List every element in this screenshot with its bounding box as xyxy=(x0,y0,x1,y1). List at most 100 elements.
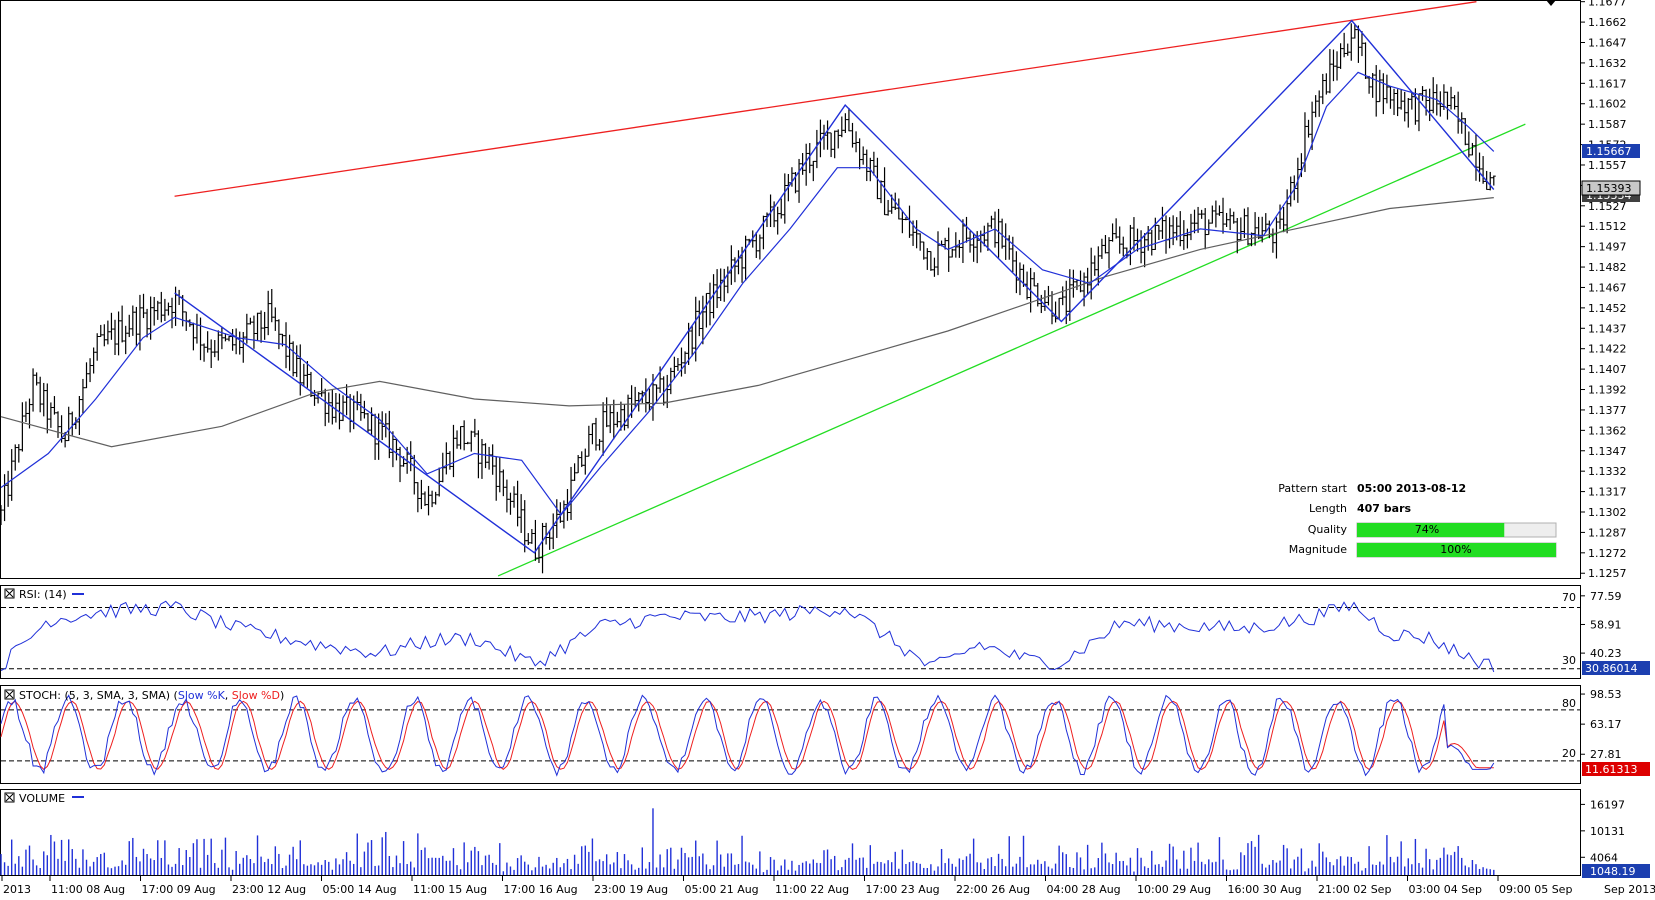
rsi-close-icon-x xyxy=(5,589,14,598)
price-y-tick-label: 1.1377 xyxy=(1588,404,1627,417)
rsi-level-30-label: 30 xyxy=(1562,654,1576,667)
resistance-trendline xyxy=(174,1,1477,197)
stoch-level-20-label: 20 xyxy=(1562,747,1576,760)
pattern-start-value: 05:00 2013-08-12 xyxy=(1357,482,1466,495)
rsi-level-70-label: 70 xyxy=(1562,591,1576,604)
x-axis-tick-label: 09:00 05 Sep xyxy=(1499,883,1572,896)
x-axis-tick-label: 17:00 16 Aug xyxy=(504,883,578,896)
rsi-badge-text: 30.86014 xyxy=(1585,662,1638,675)
rsi-title-group: RSI: (14) xyxy=(4,588,84,601)
price-y-tick-label: 1.1407 xyxy=(1588,363,1627,376)
price-y-tick-label: 1.1302 xyxy=(1588,506,1627,519)
rsi-badge xyxy=(1582,661,1650,675)
slow-moving-average-line xyxy=(0,197,1494,448)
volume-close-icon-x xyxy=(5,793,14,802)
x-axis-tick-label: 04:00 28 Aug xyxy=(1047,883,1121,896)
ma-badge-text: 1.15667 xyxy=(1586,145,1632,158)
price-panel-frame xyxy=(0,0,1581,579)
rsi-line xyxy=(0,600,1495,673)
stoch-badge-text: 11.61313 xyxy=(1585,763,1638,776)
price-y-tick-label: 1.1317 xyxy=(1588,486,1627,499)
x-axis-tick-label: 2013 xyxy=(3,883,31,896)
stoch-k-label: Slow %K xyxy=(178,689,226,702)
rsi-panel-frame xyxy=(0,585,1581,679)
volume-badge xyxy=(1582,864,1650,878)
x-axis-tick-label: 03:00 04 Sep xyxy=(1409,883,1482,896)
x-axis-tick-label: 23:00 19 Aug xyxy=(594,883,668,896)
price-y-tick-label: 1.1272 xyxy=(1588,547,1627,560)
x-axis-tick-label: 17:00 23 Aug xyxy=(866,883,940,896)
price-y-tick-label: 1.1557 xyxy=(1588,159,1627,172)
price-y-tick-label: 1.1662 xyxy=(1588,16,1627,29)
stoch-title-group: STOCH: (5, 3, SMA, 3, SMA) (Slow %K, Slo… xyxy=(4,689,284,702)
volume-y-tick-label: 10131 xyxy=(1590,825,1625,838)
stoch-y-tick-label: 98.53 xyxy=(1590,688,1622,701)
stoch-y-tick-label: 27.81 xyxy=(1590,748,1622,761)
stoch-close-icon-x xyxy=(5,690,14,699)
scroll-marker-icon[interactable] xyxy=(1546,0,1556,6)
price-y-tick-label: 1.1647 xyxy=(1588,37,1627,50)
x-axis-tick-label: 22:00 26 Aug xyxy=(956,883,1030,896)
price-y-tick-label: 1.1587 xyxy=(1588,118,1627,131)
zigzag-pattern-line xyxy=(174,19,1495,554)
x-axis-tick-label: 16:00 30 Aug xyxy=(1228,883,1302,896)
stoch-badge xyxy=(1582,762,1650,776)
rsi-layer xyxy=(0,600,1580,673)
rsi-y-tick-label: 77.59 xyxy=(1590,590,1622,603)
x-axis-tick-label: 11:00 22 Aug xyxy=(775,883,849,896)
stoch-layer xyxy=(0,694,1580,777)
x-axis-tick-label: 21:00 02 Sep xyxy=(1318,883,1391,896)
quality-percent: 74% xyxy=(1415,523,1439,536)
ma-badge xyxy=(1582,144,1640,158)
volume-badge-text: 1048.19 xyxy=(1590,865,1636,878)
stoch-panel-frame xyxy=(0,685,1581,784)
x-axis-tick-label: 11:00 15 Aug xyxy=(413,883,487,896)
last-price-badge-text: 1.15393 xyxy=(1586,182,1632,195)
volume-title: VOLUME xyxy=(19,792,65,805)
volume-y-tick-label: 16197 xyxy=(1590,798,1625,811)
stoch-slow-k-line xyxy=(0,694,1495,777)
price-y-tick-label: 1.1287 xyxy=(1588,526,1627,539)
price-y-tick-label: 1.1452 xyxy=(1588,302,1627,315)
rsi-y-tick-label: 58.91 xyxy=(1590,618,1622,631)
volume-panel-frame xyxy=(0,789,1581,876)
x-axis-tick-label: 23:00 12 Aug xyxy=(232,883,306,896)
quality-bar-fill xyxy=(1357,523,1505,537)
x-axis-tick-label: 05:00 21 Aug xyxy=(685,883,759,896)
volume-title-group: VOLUME xyxy=(4,792,84,805)
price-y-tick-label: 1.1482 xyxy=(1588,261,1627,274)
x-axis-tick-label: 11:00 08 Aug xyxy=(51,883,125,896)
x-axis-tick-label: 17:00 09 Aug xyxy=(142,883,216,896)
price-y-tick-label: 1.1602 xyxy=(1588,98,1627,111)
magnitude-bar-fill xyxy=(1357,543,1556,557)
price-y-tick-label: 1.1347 xyxy=(1588,445,1627,458)
price-y-tick-label: 1.1677 xyxy=(1588,0,1627,9)
price-y-tick-label: 1.1332 xyxy=(1588,465,1627,478)
volume-y-tick-label: 4064 xyxy=(1590,851,1618,864)
length-value: 407 bars xyxy=(1357,502,1412,515)
price-badges: 1.15667 1.15334 1.15393 30.86014 11.6131… xyxy=(1581,144,1650,878)
magnitude-percent: 100% xyxy=(1440,543,1471,556)
price-bar xyxy=(1491,175,1496,186)
price-y-tick-label: 1.1617 xyxy=(1588,77,1627,90)
x-axis-tick-label: 05:00 14 Aug xyxy=(323,883,397,896)
quality-label: Quality xyxy=(1308,523,1348,536)
fast-moving-average-line xyxy=(0,71,1495,516)
stoch-slow-d-line xyxy=(0,700,1494,771)
pattern-start-label: Pattern start xyxy=(1278,482,1347,495)
stoch-d-label: Slow %D xyxy=(232,689,280,702)
pattern-info-box: Pattern start 05:00 2013-08-12 Length 40… xyxy=(1278,482,1557,558)
length-label: Length xyxy=(1309,502,1347,515)
stoch-title: STOCH: (5, 3, SMA, 3, SMA) (Slow %K, Slo… xyxy=(19,689,284,702)
magnitude-label: Magnitude xyxy=(1289,543,1348,556)
price-y-tick-label: 1.1422 xyxy=(1588,343,1627,356)
price-y-tick-label: 1.1437 xyxy=(1588,322,1627,335)
rsi-y-tick-label: 40.23 xyxy=(1590,647,1622,660)
x-axis-tick-label: 10:00 29 Aug xyxy=(1137,883,1211,896)
price-y-tick-label: 1.1632 xyxy=(1588,57,1627,70)
price-y-tick-label: 1.1512 xyxy=(1588,220,1627,233)
price-y-tick-label: 1.1497 xyxy=(1588,241,1627,254)
rsi-title: RSI: (14) xyxy=(19,588,67,601)
